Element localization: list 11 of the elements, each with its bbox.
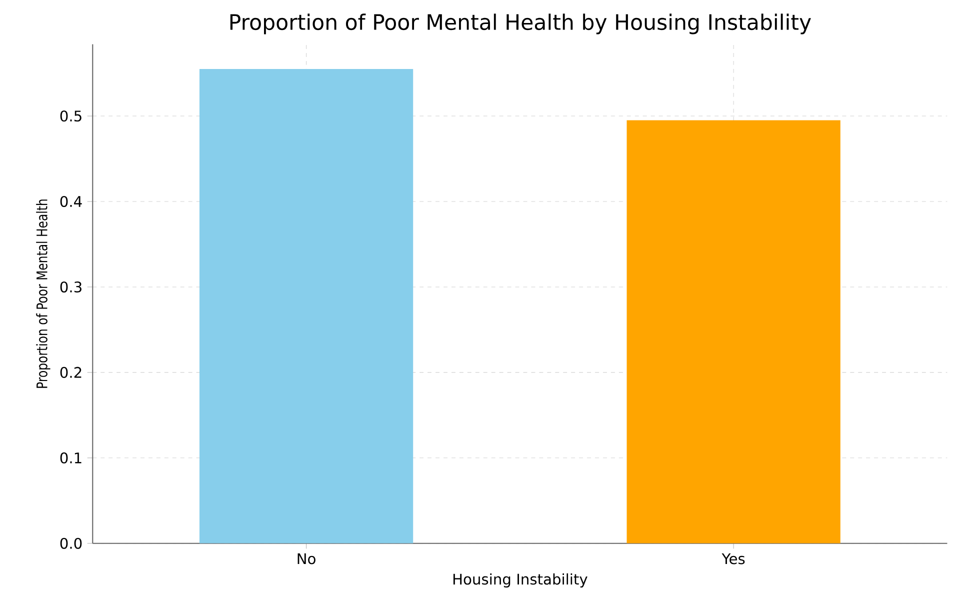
x-tick-label: Yes — [722, 553, 745, 564]
y-tick-label: 0.3 — [60, 281, 82, 292]
y-tick-label: 0.1 — [60, 452, 82, 464]
x-axis-title: Housing Instability — [453, 573, 588, 588]
y-tick-label: 0.2 — [60, 366, 82, 378]
y-axis-title: Proportion of Poor Mental Health — [36, 200, 50, 388]
y-tick-label: 0.0 — [60, 538, 82, 549]
y-tick-label: 0.4 — [60, 196, 82, 207]
y-tick-label: 0.5 — [60, 110, 82, 122]
x-tick-label: No — [298, 553, 316, 564]
chart-title: Proportion of Poor Mental Health by Housing Instability — [230, 14, 811, 34]
